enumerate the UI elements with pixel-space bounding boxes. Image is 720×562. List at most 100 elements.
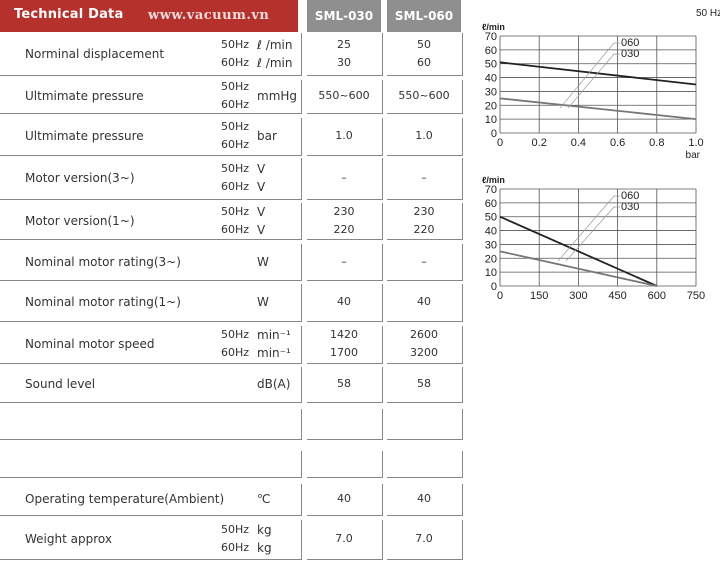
value-sml-060: 230 — [413, 204, 435, 218]
y-tick-label: 70 — [485, 31, 497, 43]
row-cell-label — [0, 33, 302, 76]
row-cell-sml-060 — [387, 244, 463, 281]
legend-leader — [557, 195, 620, 262]
x-tick-label: 600 — [648, 290, 666, 302]
x-tick-label: 0 — [497, 137, 503, 149]
unit-label: bar — [257, 129, 277, 143]
frequency-label: 50Hz — [221, 328, 250, 341]
row-cell-sml-060 — [387, 203, 463, 240]
row-label: Motor version(1~) — [25, 213, 135, 228]
value-sml-030: 220 — [333, 222, 355, 236]
value-sml-060: 40 — [417, 295, 431, 308]
row-cell-label — [0, 409, 302, 440]
unit-label: V — [257, 222, 266, 237]
value-sml-060: 7.0 — [415, 532, 433, 545]
y-tick-label: 0 — [491, 128, 497, 140]
value-sml-030: 1420 — [330, 328, 358, 341]
legend-leader — [559, 42, 620, 109]
row-label: Nominal motor rating(1~) — [25, 295, 181, 309]
table-row — [0, 451, 465, 478]
unit-label: mmHg — [257, 89, 298, 103]
row-cell-sml-060 — [387, 118, 463, 156]
legend-label-060: 060 — [621, 37, 639, 49]
column-header-sml-060: SML-060 — [387, 0, 461, 32]
frequency-label: 60Hz — [221, 222, 250, 236]
row-cell-label — [0, 244, 302, 281]
row-label: Motor version(3~) — [25, 171, 135, 185]
value-sml-060: 220 — [413, 222, 435, 236]
frequency-label: 50Hz — [221, 120, 250, 133]
frequency-label: 50Hz — [221, 37, 250, 51]
row-cell-sml-030 — [307, 451, 383, 478]
row-cell-label — [0, 118, 302, 156]
row-label: Nominal motor speed — [25, 337, 155, 351]
row-label: Norminal displacement — [25, 46, 165, 61]
row-cell-sml-030 — [307, 484, 383, 516]
row-label: Ultmimate pressure — [25, 89, 144, 103]
value-sml-030: 30 — [337, 55, 351, 69]
value-sml-030: 40 — [337, 295, 351, 308]
value-sml-030: 550~600 — [318, 89, 370, 102]
value-sml-060: 3200 — [410, 346, 438, 359]
row-cell-sml-060 — [387, 520, 463, 560]
y-tick-label: 60 — [485, 198, 497, 210]
legend-label-030: 030 — [621, 48, 639, 60]
frequency-badge: 50 Hz — [696, 8, 720, 19]
row-label: Nominal motor rating(3~) — [25, 254, 181, 269]
series-line-030 — [499, 250, 657, 287]
legend-leader — [565, 206, 620, 262]
row-cell-sml-030 — [307, 118, 383, 156]
table-row: Ultmimate pressure 50Hz 60Hz mmHg 550~600 550… — [0, 80, 465, 114]
x-tick-label: 0.4 — [571, 137, 586, 149]
row-cell-sml-030 — [307, 367, 383, 403]
row-cell-sml-030 — [307, 409, 383, 440]
frequency-label: 60Hz — [221, 541, 250, 554]
x-tick-label: 0 — [497, 290, 503, 302]
row-cell-label — [0, 367, 302, 403]
y-tick-label: 60 — [485, 45, 497, 57]
unit-label: ℃ — [257, 492, 271, 506]
row-cell-label — [0, 484, 302, 516]
y-tick-label: 50 — [485, 59, 497, 71]
row-label: Ultmimate pressure — [25, 129, 144, 143]
value-sml-060: 2600 — [410, 328, 438, 341]
row-cell-sml-030 — [307, 80, 383, 114]
y-tick-label: 50 — [485, 212, 497, 224]
unit-label: dB(A) — [257, 377, 291, 391]
table-row: Weight approx 50Hz 60Hz kg kg 7.0 7.0 — [0, 520, 465, 560]
x-tick-label: 1.0 — [688, 137, 703, 149]
table-row: Motor version(1~) 50Hz 60Hz V V 230 220 230 220 — [0, 203, 465, 240]
y-tick-label: 70 — [485, 184, 497, 196]
row-cell-sml-030 — [307, 326, 383, 364]
value-sml-060: 60 — [417, 55, 431, 69]
row-cell-sml-060 — [387, 367, 463, 403]
table-header: Technical Data www.vacuum.vn — [0, 0, 298, 32]
row-label: Weight approx — [25, 532, 112, 546]
value-sml-060: 58 — [417, 377, 431, 390]
y-tick-label: 30 — [485, 239, 497, 251]
frequency-label: 60Hz — [221, 55, 250, 69]
table-row: Operating temperature(Ambient) ℃ 40 40 — [0, 484, 465, 516]
row-cell-sml-030 — [307, 33, 383, 76]
row-cell-sml-030 — [307, 158, 383, 200]
table-row: Norminal displacement 50Hz 60Hz ℓ /min ℓ /mi… — [0, 33, 465, 76]
unit-label: W — [257, 295, 269, 309]
unit-label: V — [257, 180, 266, 194]
table-row: Motor version(3~) 50Hz 60Hz V V – – — [0, 158, 465, 200]
table-row: Nominal motor speed 50Hz 60Hz min⁻¹ min⁻¹ 142… — [0, 326, 465, 364]
watermark: www.vacuum.vn — [148, 8, 270, 23]
value-sml-060: 1.0 — [415, 129, 433, 142]
legend-label-060: 060 — [621, 190, 639, 202]
frequency-label: 50Hz — [221, 204, 250, 218]
x-tick-label: 300 — [569, 290, 587, 302]
unit-label: min⁻¹ — [257, 328, 291, 342]
value-sml-060: 40 — [417, 492, 431, 505]
legend-label-030: 030 — [621, 201, 639, 213]
x-tick-label: 0.6 — [610, 137, 625, 149]
row-cell-sml-060 — [387, 284, 463, 322]
value-sml-030: 40 — [337, 492, 351, 505]
x-tick-label: 0.8 — [649, 137, 664, 149]
y-tick-label: 20 — [485, 100, 497, 112]
value-sml-060: – — [421, 254, 427, 268]
y-tick-label: 30 — [485, 86, 497, 98]
